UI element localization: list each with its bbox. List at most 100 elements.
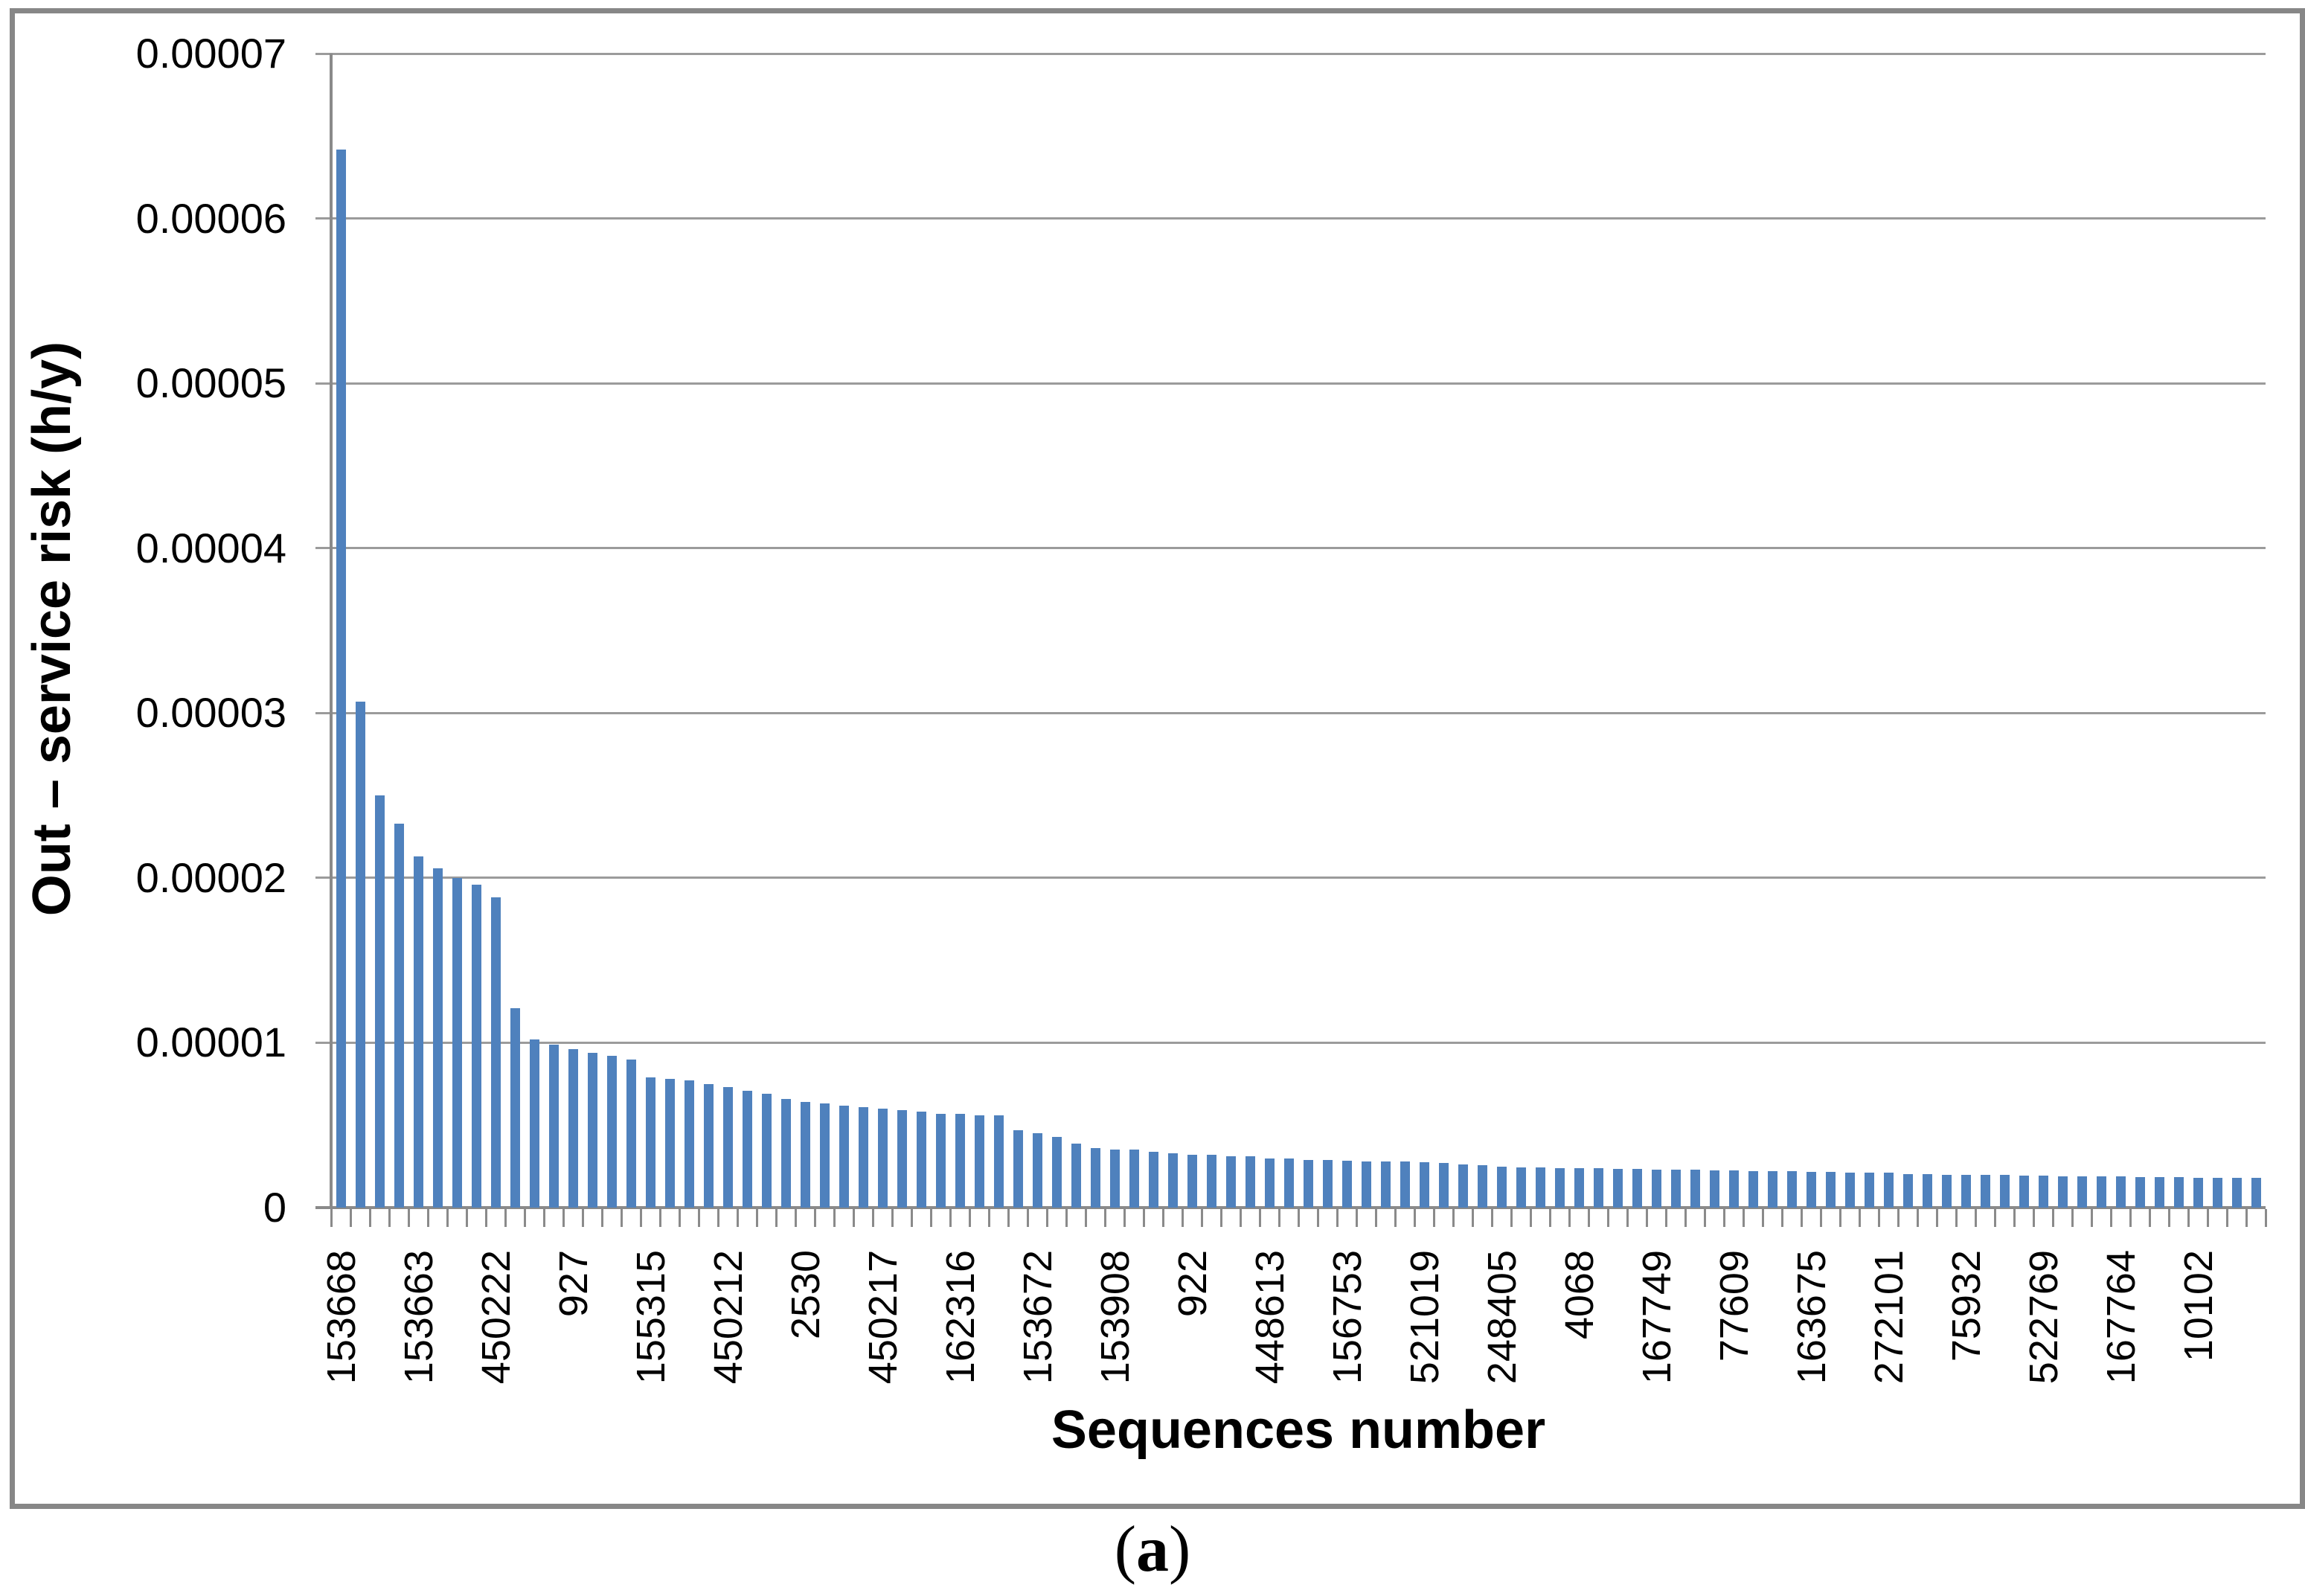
bar [1206, 1155, 1216, 1208]
x-tick-mark [1336, 1209, 1339, 1227]
x-tick-mark [1181, 1209, 1184, 1227]
bar [568, 1049, 578, 1208]
x-tick-mark [1722, 1209, 1725, 1227]
y-gridline [315, 876, 2266, 879]
bar [606, 1056, 617, 1208]
x-tick-mark [1993, 1209, 1996, 1227]
x-tick-mark [368, 1209, 371, 1227]
x-tick-mark [1355, 1209, 1358, 1227]
bar [1632, 1168, 1642, 1208]
bar [935, 1113, 946, 1208]
bar [897, 1110, 907, 1208]
x-tick-mark [1664, 1209, 1667, 1227]
bar [2096, 1176, 2106, 1208]
x-tick-label: 248405 [1480, 1250, 1525, 1385]
x-tick-mark [716, 1209, 719, 1227]
bar [1109, 1150, 1120, 1208]
x-tick-mark [1161, 1209, 1164, 1227]
x-tick-mark [1703, 1209, 1706, 1227]
x-tick-mark [1490, 1209, 1493, 1227]
x-axis-title: Sequences number [1051, 1400, 1546, 1460]
x-tick-mark [1916, 1209, 1919, 1227]
bar [1709, 1170, 1719, 1208]
bar [780, 1098, 791, 1208]
x-tick-label: 167749 [1635, 1250, 1679, 1385]
bar [1902, 1173, 1913, 1208]
x-tick-label: 522769 [2022, 1250, 2066, 1385]
x-tick-label: 922 [1170, 1250, 1215, 1318]
x-tick-label: 163675 [1789, 1250, 1834, 1385]
x-tick-mark [1258, 1209, 1261, 1227]
bar [2038, 1175, 2048, 1208]
bar [1400, 1161, 1410, 1208]
bar [1806, 1172, 1816, 1208]
y-gridline [315, 382, 2266, 385]
bar [1554, 1167, 1565, 1208]
x-tick-mark [775, 1209, 778, 1227]
x-tick-mark [523, 1209, 526, 1227]
x-tick-label: 521019 [1402, 1250, 1447, 1385]
x-tick-label: 927 [551, 1250, 596, 1318]
x-tick-mark [755, 1209, 758, 1227]
x-tick-label: 153908 [1093, 1250, 1138, 1385]
x-tick-mark [697, 1209, 700, 1227]
x-tick-mark [1103, 1209, 1106, 1227]
bar [1341, 1160, 1352, 1208]
x-tick-label: 156753 [1325, 1250, 1370, 1385]
x-tick-mark [1838, 1209, 1841, 1227]
bar [2231, 1178, 2242, 1208]
x-tick-mark [949, 1209, 952, 1227]
x-tick-mark [1374, 1209, 1377, 1227]
x-tick-mark [542, 1209, 545, 1227]
x-tick-mark [794, 1209, 797, 1227]
bar [471, 884, 481, 1208]
x-tick-mark [1413, 1209, 1416, 1227]
bar [1574, 1167, 1584, 1208]
x-tick-mark [1297, 1209, 1300, 1227]
x-tick-mark [639, 1209, 642, 1227]
bar [1129, 1150, 1139, 1208]
chart-border-frame [10, 8, 2305, 1509]
x-tick-label: 10102 [2176, 1250, 2221, 1362]
bar [1748, 1171, 1758, 1208]
bar [1728, 1170, 1739, 1208]
x-tick-label: 75932 [1944, 1250, 1989, 1362]
x-tick-mark [562, 1209, 565, 1227]
bar [1786, 1171, 1797, 1208]
x-tick-mark [407, 1209, 410, 1227]
bar [839, 1105, 849, 1208]
bar [1187, 1155, 1197, 1208]
bar [1844, 1173, 1855, 1208]
bar [1670, 1170, 1681, 1208]
x-tick-mark [1219, 1209, 1222, 1227]
x-tick-mark [833, 1209, 836, 1227]
x-tick-label: 77609 [1712, 1250, 1757, 1362]
x-tick-mark [1974, 1209, 1977, 1227]
x-tick-mark [2109, 1209, 2112, 1227]
y-gridline [315, 547, 2266, 550]
x-tick-mark [1819, 1209, 1822, 1227]
caption-close-paren: ) [1169, 1513, 1191, 1586]
bar [1013, 1129, 1023, 1208]
bar [955, 1113, 965, 1208]
bar [1419, 1162, 1429, 1208]
x-tick-label: 153672 [1016, 1250, 1060, 1385]
x-tick-mark [1587, 1209, 1590, 1227]
x-tick-mark [929, 1209, 932, 1227]
x-tick-mark [1955, 1209, 1958, 1227]
x-tick-mark [813, 1209, 816, 1227]
x-tick-mark [1780, 1209, 1783, 1227]
bar [1941, 1174, 1952, 1208]
y-tick-label: 0.00005 [135, 359, 286, 407]
x-tick-mark [1742, 1209, 1745, 1227]
bar [1283, 1158, 1294, 1208]
x-tick-mark [1548, 1209, 1551, 1227]
bar [703, 1083, 714, 1208]
y-tick-label: 0.00004 [135, 524, 286, 571]
x-tick-label: 450212 [706, 1250, 751, 1385]
x-tick-mark [1858, 1209, 1861, 1227]
x-tick-label: 448613 [1248, 1250, 1292, 1385]
x-tick-mark [1568, 1209, 1571, 1227]
caption-letter: a [1136, 1513, 1169, 1586]
